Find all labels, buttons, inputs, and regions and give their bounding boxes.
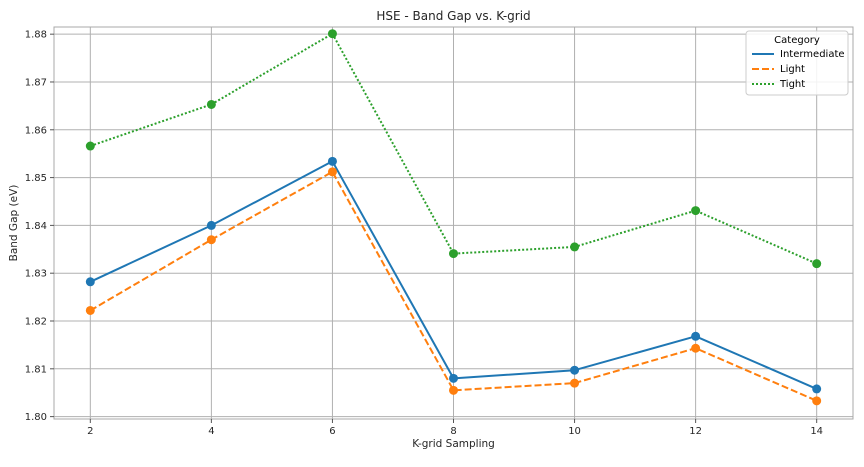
data-point (570, 242, 580, 252)
x-tick-label: 10 (568, 426, 581, 437)
legend-box (745, 30, 849, 96)
series-intermediate (85, 156, 822, 394)
data-point (449, 373, 458, 383)
series-layer (85, 29, 822, 406)
legend-items: Intermediate Light Tight (752, 49, 845, 90)
y-tick-label: 1.86 (25, 125, 47, 136)
y-tick-label: 1.88 (25, 30, 47, 41)
y-tick-label: 1.83 (25, 269, 47, 280)
data-point (85, 305, 95, 315)
legend-label: Light (780, 64, 805, 75)
legend-item-intermediate: Intermediate (752, 49, 845, 60)
x-tick-label: 12 (689, 426, 702, 437)
y-tick-label: 1.85 (25, 173, 47, 184)
data-point (327, 29, 337, 39)
x-tick-label: 8 (450, 426, 456, 437)
x-tick-label: 14 (810, 426, 823, 437)
data-point (570, 378, 580, 388)
legend-item-light: Light (752, 64, 805, 75)
data-point (449, 249, 458, 259)
data-point (327, 156, 337, 166)
x-tick-label: 2 (87, 426, 93, 437)
y-tick-label: 1.82 (25, 317, 47, 328)
y-tick-label: 1.80 (25, 412, 47, 423)
x-tick-label: 4 (208, 426, 214, 437)
data-point (206, 220, 216, 230)
series-light (85, 167, 822, 406)
x-axis-label: K-grid Sampling (412, 438, 495, 450)
y-axis-label: Band Gap (eV) (8, 185, 20, 262)
data-point (812, 259, 822, 269)
x-axis: 2 4 6 8 10 12 14 (87, 419, 823, 437)
x-tick-label: 6 (329, 426, 335, 437)
data-point (327, 167, 337, 177)
legend: Category Intermediate Light Tight (745, 30, 849, 96)
series-tight (85, 29, 822, 269)
data-point (691, 206, 701, 216)
grid (54, 27, 853, 419)
y-tick-label: 1.81 (25, 364, 47, 375)
data-point (691, 331, 701, 341)
data-point (85, 277, 95, 287)
data-point (691, 343, 701, 353)
y-tick-label: 1.84 (25, 221, 47, 232)
data-point (206, 235, 216, 245)
data-point (449, 385, 458, 395)
legend-item-tight: Tight (752, 79, 805, 90)
data-point (206, 99, 216, 109)
legend-label: Tight (779, 79, 805, 90)
data-point (812, 396, 822, 406)
data-point (85, 141, 95, 151)
data-point (570, 365, 580, 375)
legend-title: Category (774, 35, 820, 46)
data-point (812, 384, 822, 394)
legend-label: Intermediate (780, 49, 845, 60)
chart-title: HSE - Band Gap vs. K-grid (376, 9, 530, 23)
y-tick-label: 1.87 (25, 77, 47, 88)
y-axis: 1.80 1.81 1.82 1.83 1.84 1.85 1.86 1.87 1.88 (25, 30, 54, 423)
